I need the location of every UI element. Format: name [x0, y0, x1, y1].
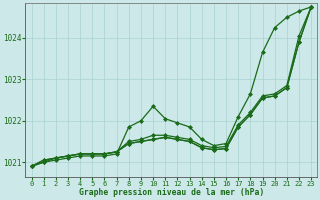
X-axis label: Graphe pression niveau de la mer (hPa): Graphe pression niveau de la mer (hPa)	[79, 188, 264, 197]
